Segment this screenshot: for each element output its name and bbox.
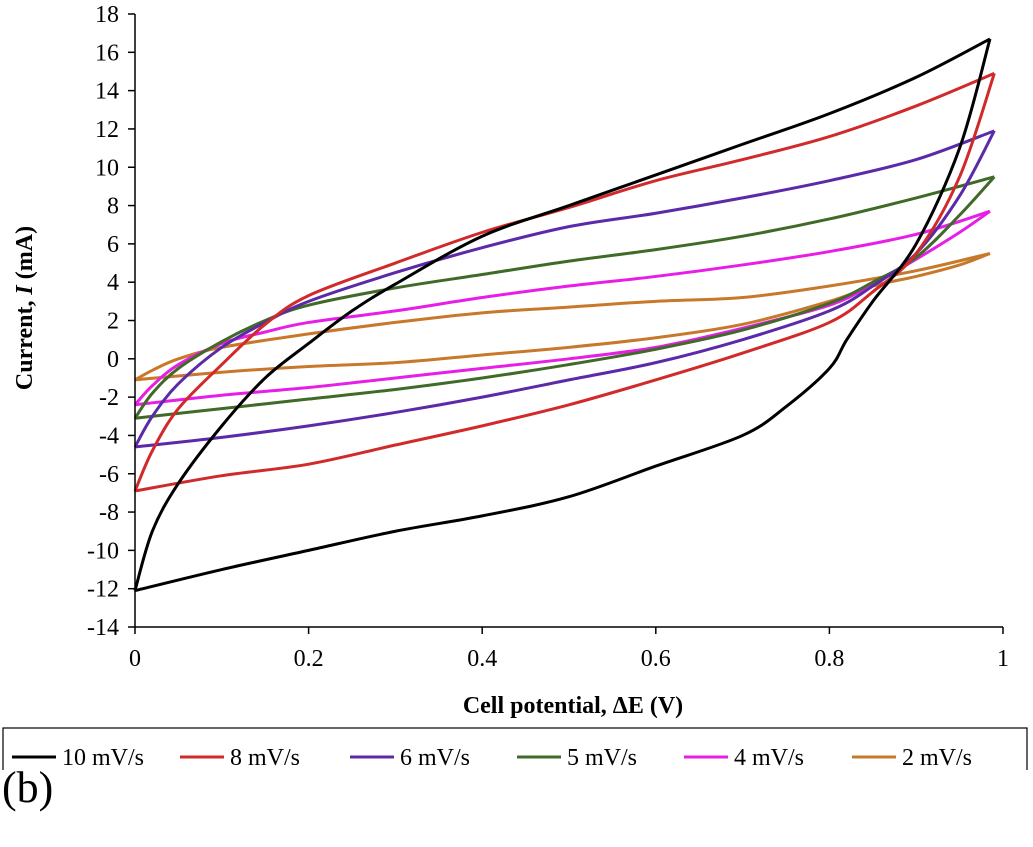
y-tick-label: 18: [95, 2, 119, 28]
legend-label: 2 mV/s: [902, 745, 972, 770]
y-tick-label: 2: [107, 309, 119, 335]
y-axis-title-part-1: Current,: [12, 295, 38, 391]
legend-item-4-mv-s: 4 mV/s: [684, 745, 804, 770]
y-tick-label: 12: [95, 117, 119, 143]
legend-label: 10 mV/s: [62, 745, 144, 770]
x-tick-label: 0: [129, 646, 141, 672]
y-tick-label: 16: [95, 40, 119, 66]
y-axis-ticks: -14 -12 -10 -8 -6 -4 -2 0 2 4 6 8 10 12 14 16 18: [87, 2, 135, 641]
series-10-mv-s-cathodic-line: [134, 38, 992, 593]
panel-label: (b): [2, 763, 54, 812]
x-tick-label: 1: [997, 646, 1009, 672]
legend: 10 mV/s 8 mV/s 6 mV/s 5 mV/s 4 mV/s 2 mV/s: [2, 727, 1028, 770]
y-tick-label: -12: [87, 577, 119, 603]
series-10-mv-s-anodic-line: [133, 37, 991, 592]
y-tick-label: -14: [87, 615, 119, 641]
legend-label: 8 mV/s: [230, 745, 300, 770]
series-2-mv-s: [134, 251, 991, 382]
y-tick-label: -8: [99, 500, 119, 526]
y-tick-label: 0: [107, 347, 119, 373]
series-4-mv-s-anodic-line: [133, 209, 991, 406]
legend-label: 5 mV/s: [567, 745, 637, 770]
y-axis-title-part-3: (mA): [12, 226, 38, 285]
legend-item-10-mv-s: 10 mV/s: [12, 745, 144, 770]
y-tick-label: -10: [87, 538, 119, 564]
legend-item-8-mv-s: 8 mV/s: [180, 745, 300, 770]
x-axis-title: Cell potential, ΔE (V): [463, 693, 683, 719]
series-8-mv-s-cathodic-line: [134, 72, 996, 493]
legend-label: 6 mV/s: [400, 745, 470, 770]
x-tick-label: 0.4: [467, 646, 497, 672]
y-tick-label: 6: [107, 232, 119, 258]
legend-frame: [2, 727, 1028, 770]
y-axis-title-variable: I: [12, 284, 38, 296]
legend-item-6-mv-s: 6 mV/s: [350, 745, 470, 770]
cyclic-voltammetry-chart: -14 -12 -10 -8 -6 -4 -2 0 2 4 6 8 10 12 14 16 18 0 0.2 0.4…: [2, 2, 1028, 770]
series-2-mv-s-cathodic-line: [134, 252, 991, 382]
series-6-mv-s-anodic-line: [133, 129, 995, 448]
legend-label: 4 mV/s: [734, 745, 804, 770]
legend-item-2-mv-s: 2 mV/s: [852, 745, 972, 770]
y-tick-label: 4: [107, 270, 119, 296]
legend-item-5-mv-s: 5 mV/s: [517, 745, 637, 770]
series-8-mv-s-anodic-line: [133, 71, 995, 492]
x-axis-ticks: 0 0.2 0.4 0.6 0.8 1: [129, 627, 1009, 672]
series-2-mv-s-anodic-line: [134, 251, 991, 382]
series-curves: [133, 37, 996, 593]
x-tick-label: 0.8: [814, 646, 844, 672]
y-tick-label: -6: [99, 462, 119, 488]
series-10-mv-s: [133, 37, 992, 593]
y-tick-label: 14: [95, 79, 119, 105]
y-tick-label: -4: [99, 423, 119, 449]
series-5-mv-s-anodic-line: [133, 175, 995, 420]
y-tick-label: 10: [95, 155, 119, 181]
series-8-mv-s: [133, 71, 996, 493]
y-tick-label: 8: [107, 194, 119, 220]
x-tick-label: 0.2: [294, 646, 324, 672]
y-tick-label: -2: [99, 385, 119, 411]
x-tick-label: 0.6: [641, 646, 671, 672]
y-axis-title: Current, I (mA): [12, 226, 38, 390]
